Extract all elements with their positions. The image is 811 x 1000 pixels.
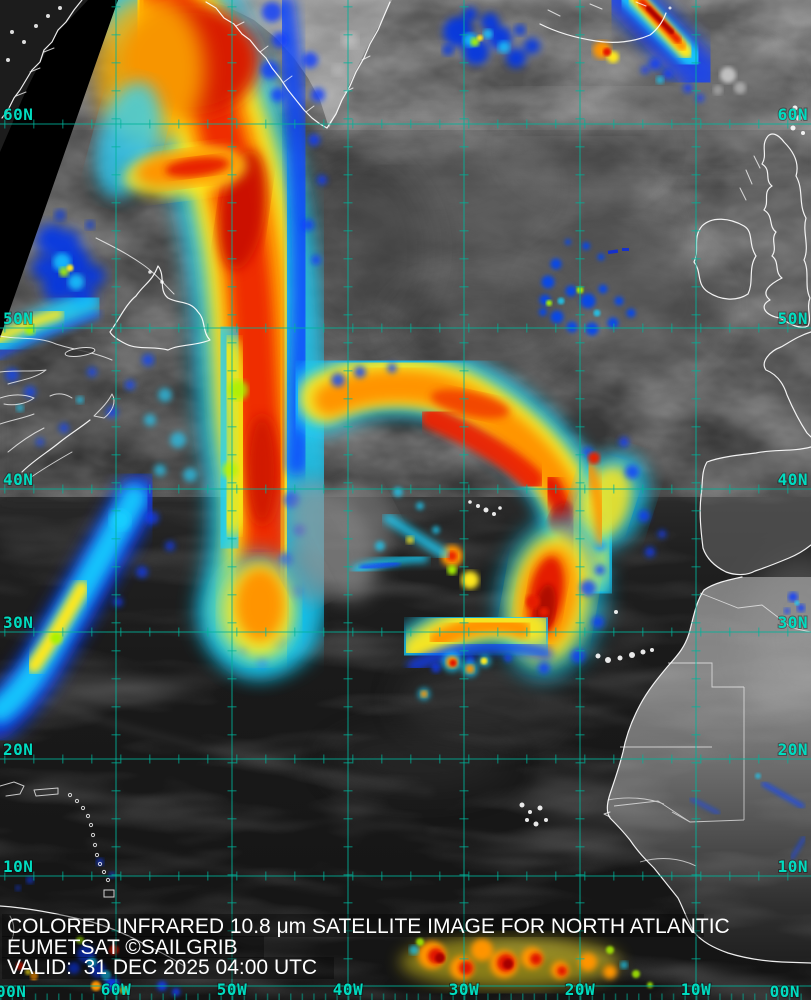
lon-label: 20W xyxy=(565,980,595,999)
lon-label: 40W xyxy=(333,980,363,999)
labrador-coast xyxy=(1,0,175,295)
lon-label: 60W xyxy=(101,980,131,999)
lon-label: 30W xyxy=(449,980,479,999)
caption-valid-time: VALID: 31 DEC 2025 04:00 UTC xyxy=(7,956,317,979)
minor-cold-specks xyxy=(15,592,806,891)
lat-label: 60N xyxy=(3,105,33,124)
mid-atlantic-cyclone xyxy=(282,343,666,700)
cyclone-trailing-cells xyxy=(418,652,491,700)
lat-label: 30N xyxy=(3,613,33,632)
lat-label: 50N xyxy=(778,309,808,328)
greenland-coast xyxy=(205,1,391,129)
caption-title: COLORED INFRARED 10.8 μm SATELLITE IMAGE… xyxy=(7,915,730,938)
lat-label: 10N xyxy=(3,857,33,876)
latitude-lines xyxy=(0,119,811,987)
lon-label: 10W xyxy=(681,980,711,999)
lat-label: 20N xyxy=(778,740,808,759)
faroe-islands xyxy=(790,105,805,135)
lat-label: 60N xyxy=(778,105,808,124)
satellite-scan-edge xyxy=(0,0,118,338)
caribbean-coast xyxy=(0,781,185,967)
lat-label: 00N xyxy=(0,982,26,1000)
coastline-layer xyxy=(0,0,811,967)
lon-label: 50W xyxy=(217,980,247,999)
iceland-coast xyxy=(539,1,672,43)
lat-label: 40N xyxy=(778,470,808,489)
latitude-labels-left: 60N 50N 40N 30N 20N 10N 00N xyxy=(0,104,34,1000)
latitude-labels-right: 60N 50N 40N 30N 20N 10N 00N xyxy=(769,104,809,1000)
atlantic-islands xyxy=(468,500,654,827)
longitude-lines xyxy=(111,0,701,1000)
lat-label: 50N xyxy=(3,309,33,328)
france-iberia-coast xyxy=(699,331,811,576)
speckle-swirl xyxy=(539,239,636,336)
northwest-storm-band xyxy=(92,0,340,677)
lat-label: 00N xyxy=(770,982,800,1000)
lat-label: 20N xyxy=(3,740,33,759)
caption-block: COLORED INFRARED 10.8 μm SATELLITE IMAGE… xyxy=(2,914,730,979)
equatorial-convection xyxy=(16,936,653,996)
north-small-cluster xyxy=(442,7,540,68)
longitude-labels: 60W 50W 40W 30W 20W 10W xyxy=(100,979,712,1000)
country-borders xyxy=(607,592,811,867)
lat-label: 30N xyxy=(778,613,808,632)
lat-label: 10N xyxy=(778,857,808,876)
caption-source: EUMETSAT ©SAILGRIB xyxy=(7,936,238,959)
africa-coast-borders xyxy=(603,576,811,964)
britain-ireland-coast xyxy=(693,133,811,328)
canada-maritimes-coast xyxy=(0,265,211,479)
lat-label: 40N xyxy=(3,470,33,489)
